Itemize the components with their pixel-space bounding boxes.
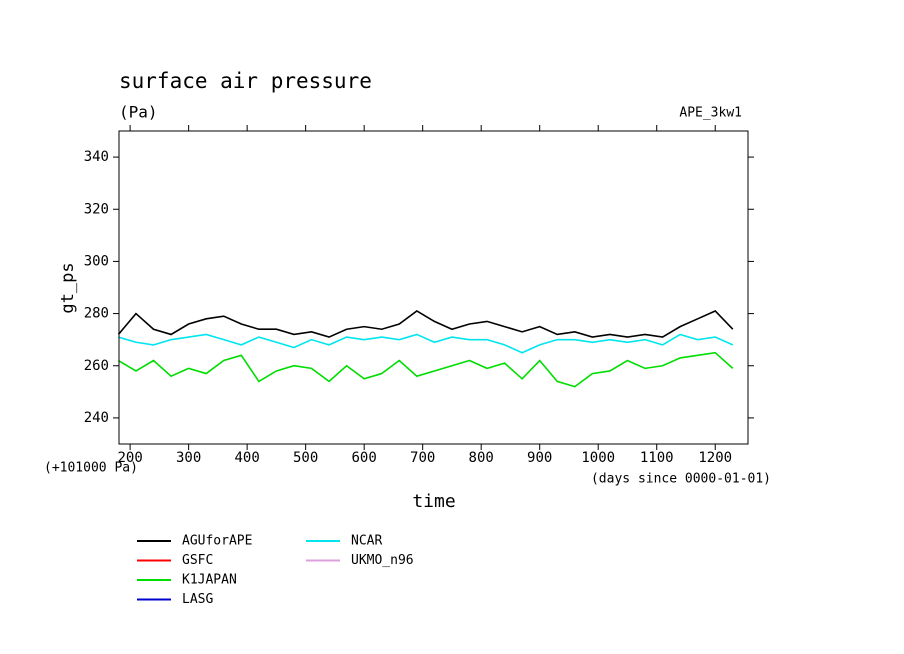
x-tick-label: 1100	[640, 450, 674, 466]
legend-label: K1JAPAN	[182, 573, 237, 588]
legend-label: NCAR	[351, 534, 382, 549]
y-tick-label: 280	[84, 306, 109, 322]
series-line	[118, 333, 734, 354]
x-tick-label: 600	[352, 450, 377, 466]
chart-subtitle: (Pa)	[119, 103, 158, 122]
legend-label: UKMO_n96	[351, 553, 414, 568]
series-line	[117, 310, 734, 338]
y-tick-label: 300	[84, 253, 109, 269]
x-unit-label: (days since 0000-01-01)	[591, 472, 771, 487]
x-tick-label: 500	[293, 450, 318, 466]
x-axis-label: time	[412, 491, 455, 512]
y-offset-label: (+101000 Pa)	[44, 461, 138, 476]
x-tick-label: 1200	[698, 450, 732, 466]
x-tick-label: 400	[234, 450, 259, 466]
legend-label: GSFC	[182, 553, 213, 568]
legend-label: AGUforAPE	[182, 534, 252, 549]
x-tick-label: 700	[410, 450, 435, 466]
series-line	[118, 351, 734, 388]
y-axis-label: gt_ps	[58, 262, 78, 313]
annotation: APE_3kw1	[679, 106, 742, 121]
legend-label: LASG	[182, 592, 213, 607]
x-tick-label: 200	[117, 450, 142, 466]
y-tick-label: 240	[84, 410, 109, 426]
x-tick-label: 1000	[581, 450, 615, 466]
x-tick-label: 800	[469, 450, 494, 466]
y-tick-label: 320	[84, 201, 109, 217]
x-tick-label: 900	[527, 450, 552, 466]
y-tick-label: 340	[84, 149, 109, 165]
x-tick-label: 300	[176, 450, 201, 466]
y-tick-label: 260	[84, 358, 109, 374]
plot-frame	[118, 130, 749, 445]
chart-title: surface air pressure	[119, 69, 372, 93]
